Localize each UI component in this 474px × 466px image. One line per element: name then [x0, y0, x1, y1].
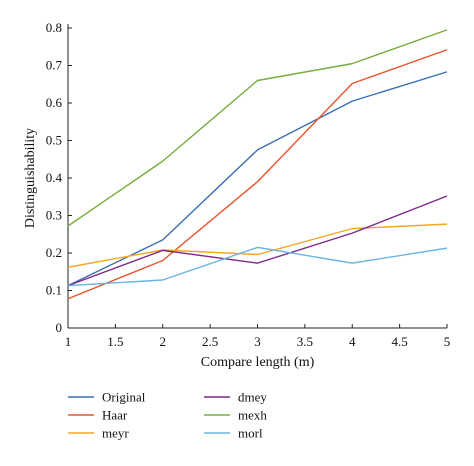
series-line-haar	[67, 49, 448, 300]
x-axis-ticks: 1 1.5 2 2.5 3 3.5 4 4.5 5	[65, 324, 451, 349]
legend-item-mexh: mexh	[204, 408, 267, 423]
y-tick-label: 0.7	[46, 58, 63, 73]
legend-label: meyr	[102, 426, 129, 441]
legend-label: Original	[102, 390, 146, 405]
y-tick-label: 0.5	[46, 133, 62, 148]
legend-label: dmey	[238, 390, 267, 405]
y-tick-label: 0.8	[46, 20, 62, 35]
y-tick-label: 0	[56, 320, 63, 335]
legend: Original Haar meyr dmey mexh morl	[68, 390, 267, 441]
legend-label: mexh	[238, 408, 267, 423]
y-tick-label: 0.3	[46, 208, 62, 223]
x-tick-label: 4	[349, 334, 356, 349]
series-lines	[67, 29, 448, 300]
series-line-dmey	[67, 195, 448, 287]
series-line-mexh	[67, 29, 448, 227]
series-line-original	[67, 71, 448, 287]
x-axis-label: Compare length (m)	[201, 355, 315, 370]
legend-item-original: Original	[68, 390, 146, 405]
y-tick-label: 0.2	[46, 245, 62, 260]
legend-item-haar: Haar	[68, 408, 128, 423]
y-axis-ticks: 0 0.1 0.2 0.3 0.4 0.5 0.6 0.7 0.8	[46, 20, 72, 335]
legend-label: Haar	[102, 408, 128, 423]
legend-item-morl: morl	[204, 426, 263, 441]
x-tick-label: 2.5	[202, 334, 218, 349]
y-tick-label: 0.6	[46, 95, 63, 110]
x-tick-label: 1.5	[107, 334, 123, 349]
x-tick-label: 3	[254, 334, 261, 349]
y-axis-label: Distinguishability	[23, 128, 38, 228]
x-tick-label: 2	[160, 334, 167, 349]
y-tick-label: 0.4	[46, 170, 63, 185]
x-tick-label: 5	[444, 334, 451, 349]
series-line-morl	[67, 246, 448, 287]
y-tick-label: 0.1	[46, 283, 62, 298]
legend-label: morl	[238, 426, 263, 441]
series-line-meyr	[67, 223, 448, 268]
legend-item-dmey: dmey	[204, 390, 267, 405]
x-tick-label: 1	[65, 334, 72, 349]
legend-item-meyr: meyr	[68, 426, 129, 441]
x-tick-label: 4.5	[392, 334, 408, 349]
x-tick-label: 3.5	[297, 334, 313, 349]
